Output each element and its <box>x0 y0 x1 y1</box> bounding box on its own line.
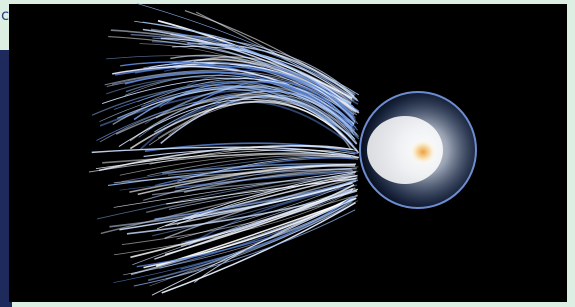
bell-core <box>409 139 437 165</box>
photo-frame: c <box>0 0 575 307</box>
cropped-text: c <box>1 6 9 24</box>
screenshot: c <box>0 0 575 307</box>
